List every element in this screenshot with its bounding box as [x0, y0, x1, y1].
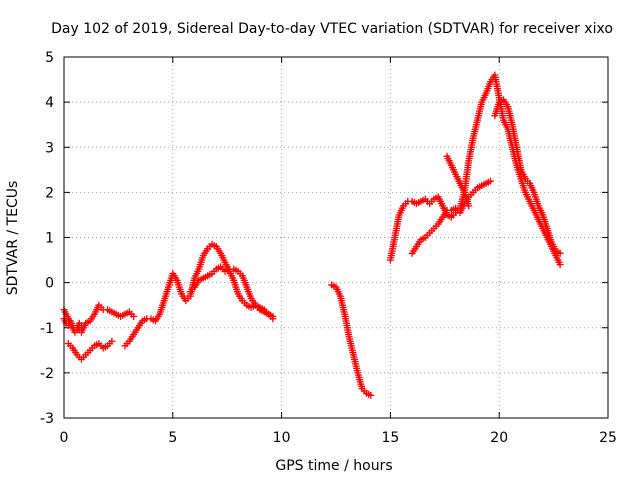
data-point: [556, 261, 564, 269]
x-tick-label: 0: [60, 430, 69, 446]
y-tick-label: 3: [45, 140, 54, 156]
data-point: [130, 312, 138, 320]
grid: [64, 57, 608, 418]
x-axis-label: GPS time / hours: [275, 458, 392, 474]
y-tick-label: 4: [45, 95, 54, 111]
y-tick-label: 5: [45, 50, 54, 66]
data-point: [367, 391, 375, 399]
data-point: [108, 337, 116, 345]
x-tick-label: 25: [599, 430, 617, 446]
data-point: [465, 202, 473, 210]
tick-labels: 0 5 10 15 20 25 -3 -2 -1 0 1 2 3 4 5: [40, 50, 617, 446]
chart-title: Day 102 of 2019, Sidereal Day-to-day VTE…: [51, 21, 613, 37]
data-point: [269, 315, 277, 323]
y-tick-label: 0: [45, 276, 54, 292]
x-tick-label: 20: [490, 430, 508, 446]
data-points: [60, 71, 564, 399]
y-tick-label: 2: [45, 185, 54, 201]
plot-frame: [63, 56, 609, 419]
y-tick-label: -3: [40, 411, 54, 427]
data-point: [486, 177, 494, 185]
data-point: [556, 249, 564, 257]
x-tick-label: 10: [273, 430, 291, 446]
data-point: [77, 321, 85, 329]
x-tick-label: 15: [381, 430, 399, 446]
y-tick-label: 1: [45, 231, 54, 247]
x-tick-label: 5: [168, 430, 177, 446]
y-axis-label: SDTVAR / TECUs: [5, 181, 21, 296]
y-tick-label: -2: [40, 366, 54, 382]
y-tick-label: -1: [40, 321, 54, 337]
